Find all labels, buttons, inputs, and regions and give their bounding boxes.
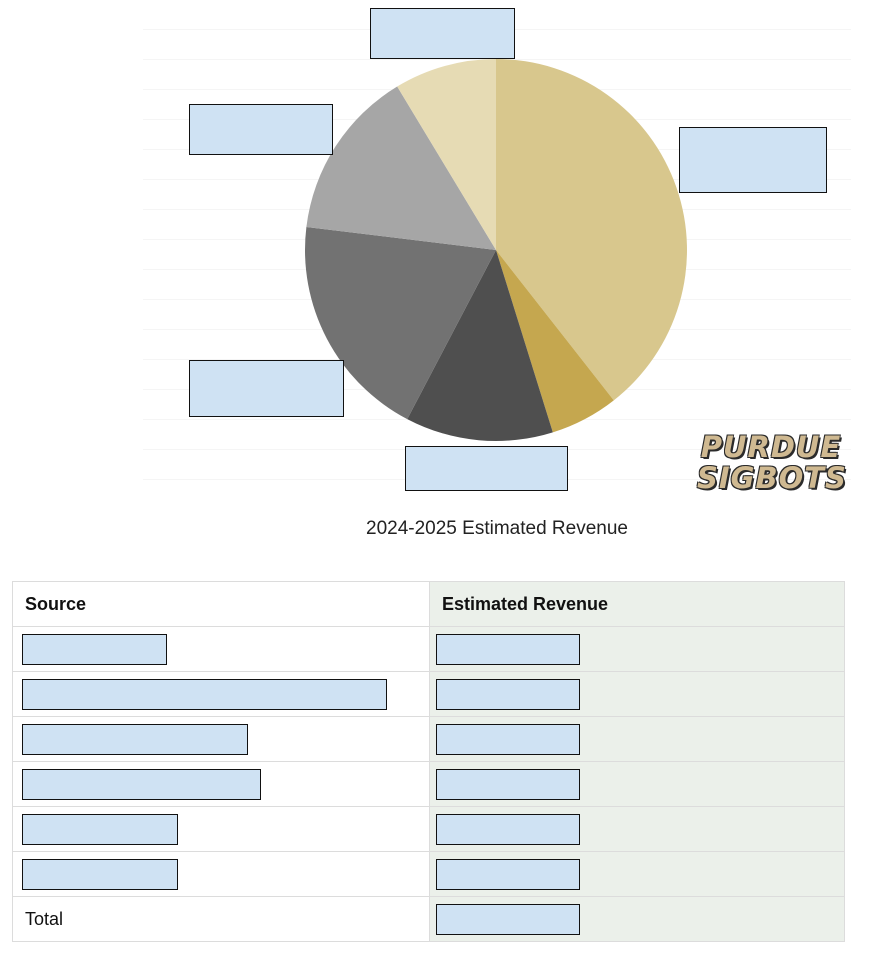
slice-label-redaction	[370, 8, 515, 59]
source-cell	[12, 626, 430, 672]
table-header-row: Source Estimated Revenue	[12, 581, 845, 627]
pie-slice-4	[304, 226, 496, 420]
total-label-cell: Total	[12, 896, 430, 942]
revenue-cell	[429, 806, 845, 852]
slice-label-redaction	[679, 127, 827, 193]
revenue-redaction	[436, 814, 580, 845]
pie-slice-2	[496, 250, 614, 433]
header-estimated-revenue: Estimated Revenue	[429, 581, 845, 627]
pie-slice-3	[407, 250, 553, 441]
pie-slice-6	[397, 59, 496, 250]
revenue-redaction	[436, 769, 580, 800]
table-row	[12, 716, 845, 762]
purdue-sigbots-logo: PURDUE SIGBOTS	[697, 430, 847, 498]
slice-label-redaction	[405, 446, 568, 491]
pie-chart	[304, 59, 687, 441]
table-total-row: Total	[12, 896, 845, 942]
logo-line-2: SIGBOTS	[697, 461, 847, 495]
source-cell	[12, 761, 430, 807]
chart-caption: 2024-2025 Estimated Revenue	[366, 518, 628, 539]
revenue-table: Source Estimated Revenue Tot	[12, 581, 845, 942]
revenue-cell	[429, 626, 845, 672]
pie-slice-5	[306, 86, 496, 250]
revenue-redaction	[436, 724, 580, 755]
revenue-redaction	[436, 859, 580, 890]
source-cell	[12, 716, 430, 762]
pie-slice-1	[496, 59, 687, 401]
logo-line-1: PURDUE	[700, 430, 842, 464]
table-row	[12, 761, 845, 807]
header-source: Source	[12, 581, 430, 627]
source-redaction	[22, 679, 387, 710]
table-row	[12, 806, 845, 852]
source-redaction	[22, 724, 248, 755]
slice-label-redaction	[189, 104, 333, 155]
source-redaction	[22, 814, 178, 845]
source-cell	[12, 806, 430, 852]
pie-slices	[304, 59, 687, 441]
table-row	[12, 671, 845, 717]
chart-panel: PURDUE SIGBOTS	[143, 0, 851, 505]
revenue-cell	[429, 716, 845, 762]
source-cell	[12, 851, 430, 897]
revenue-cell	[429, 851, 845, 897]
revenue-redaction	[436, 634, 580, 665]
revenue-redaction	[436, 679, 580, 710]
total-label: Total	[25, 908, 64, 929]
source-redaction	[22, 859, 178, 890]
table-row	[12, 626, 845, 672]
table-row	[12, 851, 845, 897]
slice-label-redaction	[189, 360, 344, 417]
source-cell	[12, 671, 430, 717]
revenue-cell	[429, 761, 845, 807]
total-revenue-cell	[429, 896, 845, 942]
revenue-cell	[429, 671, 845, 717]
total-revenue-redaction	[436, 904, 580, 935]
source-redaction	[22, 634, 167, 665]
source-redaction	[22, 769, 261, 800]
